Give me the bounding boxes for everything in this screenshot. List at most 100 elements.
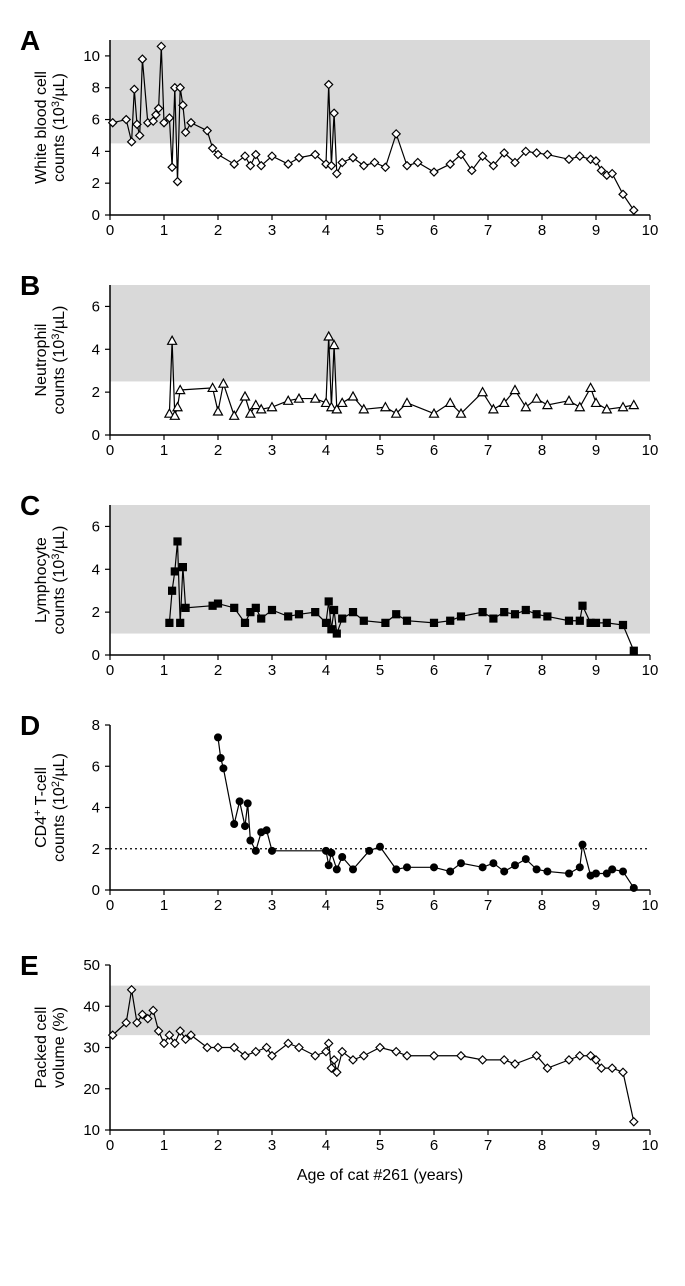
- x-tick-label: 3: [268, 442, 276, 459]
- data-marker: [586, 383, 595, 391]
- data-marker: [215, 734, 222, 741]
- y-tick-label: 10: [83, 1122, 100, 1139]
- panel-label: D: [20, 710, 40, 741]
- panel-label: A: [20, 25, 40, 56]
- data-marker: [381, 403, 390, 411]
- y-axis-label: counts (103/µL): [50, 73, 68, 182]
- data-marker: [214, 407, 223, 415]
- data-marker: [242, 823, 249, 830]
- data-marker: [366, 847, 373, 854]
- y-tick-label: 6: [92, 758, 100, 775]
- data-marker: [252, 847, 259, 854]
- data-marker: [630, 1118, 638, 1126]
- x-tick-label: 7: [484, 897, 492, 914]
- data-marker: [244, 800, 251, 807]
- data-marker: [166, 619, 173, 626]
- data-marker: [333, 170, 341, 178]
- x-tick-label: 2: [214, 442, 222, 459]
- x-tick-label: 7: [484, 1137, 492, 1154]
- data-marker: [532, 394, 541, 402]
- data-marker: [177, 619, 184, 626]
- y-tick-label: 2: [92, 841, 100, 858]
- x-tick-label: 1: [160, 442, 168, 459]
- y-tick-label: 0: [92, 647, 100, 664]
- x-tick-label: 2: [214, 662, 222, 679]
- x-tick-label: 5: [376, 442, 384, 459]
- data-marker: [630, 206, 638, 214]
- data-marker: [512, 611, 519, 618]
- data-marker: [566, 870, 573, 877]
- x-tick-label: 0: [106, 442, 114, 459]
- data-marker: [593, 619, 600, 626]
- data-marker: [478, 388, 487, 396]
- data-marker: [322, 398, 331, 406]
- data-marker: [533, 611, 540, 618]
- data-marker: [522, 856, 529, 863]
- data-marker: [501, 868, 508, 875]
- x-tick-label: 0: [106, 662, 114, 679]
- y-tick-label: 8: [92, 80, 100, 97]
- data-marker: [479, 1056, 487, 1064]
- data-marker: [295, 154, 303, 162]
- data-marker: [349, 392, 358, 400]
- data-marker: [252, 1048, 260, 1056]
- data-marker: [296, 611, 303, 618]
- data-marker: [269, 847, 276, 854]
- x-tick-label: 6: [430, 442, 438, 459]
- x-tick-label: 7: [484, 442, 492, 459]
- data-marker: [430, 168, 438, 176]
- x-tick-label: 8: [538, 897, 546, 914]
- data-marker: [241, 392, 250, 400]
- data-marker: [284, 160, 292, 168]
- data-marker: [533, 149, 541, 157]
- data-marker: [376, 1044, 384, 1052]
- data-marker: [285, 613, 292, 620]
- x-tick-label: 1: [160, 897, 168, 914]
- x-tick-label: 3: [268, 1137, 276, 1154]
- data-marker: [393, 866, 400, 873]
- data-marker: [392, 1048, 400, 1056]
- data-marker: [404, 617, 411, 624]
- x-tick-label: 0: [106, 222, 114, 239]
- data-marker: [511, 1060, 519, 1068]
- data-marker: [325, 598, 332, 605]
- data-marker: [377, 843, 384, 850]
- y-axis-label: Lymphocyte: [33, 537, 50, 623]
- x-tick-label: 6: [430, 662, 438, 679]
- data-marker: [404, 864, 411, 871]
- data-marker: [576, 152, 584, 160]
- data-marker: [311, 1052, 319, 1060]
- x-tick-label: 6: [430, 897, 438, 914]
- x-tick-label: 10: [642, 222, 659, 239]
- reference-band: [110, 40, 650, 143]
- x-tick-label: 6: [430, 222, 438, 239]
- data-marker: [252, 151, 260, 159]
- y-axis-label: CD4+ T-cell: [32, 767, 50, 848]
- data-marker: [544, 613, 551, 620]
- data-marker: [431, 619, 438, 626]
- data-marker: [522, 607, 529, 614]
- data-marker: [403, 1052, 411, 1060]
- data-marker: [171, 1039, 179, 1047]
- y-tick-label: 6: [92, 112, 100, 129]
- data-marker: [231, 821, 238, 828]
- y-tick-label: 2: [92, 175, 100, 192]
- data-marker: [579, 602, 586, 609]
- data-marker: [446, 398, 455, 406]
- data-marker: [230, 411, 239, 419]
- data-marker: [339, 615, 346, 622]
- panel-label: C: [20, 490, 40, 521]
- data-marker: [312, 609, 319, 616]
- data-marker: [565, 396, 574, 404]
- data-marker: [576, 617, 583, 624]
- x-tick-label: 4: [322, 222, 330, 239]
- data-marker: [231, 604, 238, 611]
- y-tick-label: 0: [92, 207, 100, 224]
- y-tick-label: 4: [92, 143, 100, 160]
- x-tick-label: 3: [268, 897, 276, 914]
- data-marker: [252, 604, 259, 611]
- x-tick-label: 4: [322, 1137, 330, 1154]
- data-marker: [608, 1064, 616, 1072]
- y-tick-label: 30: [83, 1040, 100, 1057]
- y-axis-label: counts (103/µL): [50, 526, 68, 635]
